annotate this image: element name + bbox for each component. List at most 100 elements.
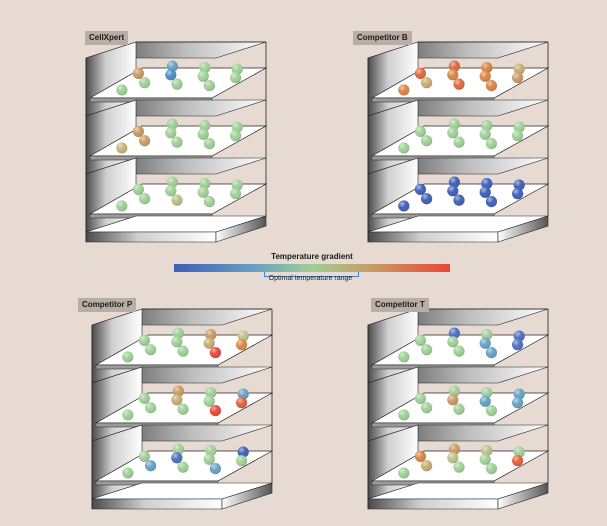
sample-dot: [421, 135, 433, 147]
sample-dot: [447, 127, 459, 139]
sample-dot: [414, 450, 426, 462]
sample-dot: [236, 397, 248, 409]
sample-dot: [479, 453, 491, 465]
sample-dot: [172, 443, 184, 455]
sample-dot: [205, 387, 217, 399]
sample-dot: [145, 402, 157, 414]
sample-dot: [166, 118, 178, 130]
sample-dot: [197, 128, 209, 140]
sample-dot: [447, 69, 459, 81]
sample-dot: [171, 336, 183, 348]
sample-dot: [132, 125, 144, 137]
sample-dot: [116, 84, 128, 96]
sample-dot: [481, 387, 493, 399]
sample-dot: [231, 63, 243, 75]
sample-dot: [203, 453, 215, 465]
sample-dot: [199, 62, 211, 74]
incubator-label-competitor-p: Competitor P: [78, 298, 137, 312]
sample-dot: [421, 460, 433, 472]
sample-dot: [447, 185, 459, 197]
optimal-range-label: Optimal temperature range: [268, 275, 353, 282]
sample-dot: [481, 120, 493, 132]
sample-dot: [171, 394, 183, 406]
sample-dot: [513, 330, 525, 342]
sample-dot: [231, 121, 243, 133]
sample-dot: [453, 136, 465, 148]
sample-dot: [485, 405, 497, 417]
sample-dot: [414, 67, 426, 79]
sample-dot: [197, 70, 209, 82]
sample-dot: [485, 80, 497, 92]
sample-dot: [203, 196, 215, 208]
cabinet-base-side: [215, 215, 267, 243]
incubator-cellxpert: [85, 41, 268, 243]
sample-dot: [481, 329, 493, 341]
sample-dot: [230, 188, 242, 200]
sample-dot: [414, 334, 426, 346]
sample-dot: [237, 330, 249, 342]
sample-dot: [453, 194, 465, 206]
cabinet-base-front: [367, 498, 499, 510]
sample-dot: [116, 200, 128, 212]
incubator-competitor-p: [91, 308, 274, 510]
incubator-competitor-b: [367, 41, 550, 243]
sample-dot: [448, 443, 460, 455]
sample-dot: [166, 60, 178, 72]
sample-dot: [513, 121, 525, 133]
sample-dot: [481, 445, 493, 457]
temperature-gradient-bar: [174, 264, 450, 272]
sample-dot: [177, 461, 189, 473]
sample-dot: [237, 446, 249, 458]
sample-dot: [139, 77, 151, 89]
sample-dot: [171, 452, 183, 464]
sample-dot: [448, 118, 460, 130]
sample-dot: [453, 461, 465, 473]
sample-dot: [139, 193, 151, 205]
sample-dot: [138, 334, 150, 346]
sample-dot: [122, 409, 134, 421]
sample-dot: [511, 455, 524, 467]
cabinet-base-side: [221, 482, 273, 510]
sample-dot: [479, 128, 491, 140]
incubator-label-cellxpert: CellXpert: [85, 31, 129, 45]
sample-dot: [203, 337, 215, 349]
sample-dot: [481, 178, 493, 190]
sample-dot: [177, 345, 189, 357]
sample-dot: [421, 402, 433, 414]
sample-dot: [421, 193, 433, 205]
sample-dot: [171, 78, 183, 90]
sample-dot: [511, 188, 524, 200]
sample-dot: [171, 136, 183, 148]
sample-dot: [236, 339, 248, 351]
sample-dot: [448, 176, 460, 188]
cabinet-base-front: [367, 231, 499, 243]
sample-dot: [138, 450, 150, 462]
sample-dot: [209, 405, 221, 417]
sample-dot: [116, 142, 128, 154]
temperature-gradient-title: Temperature gradient: [271, 252, 353, 261]
sample-dot: [453, 345, 465, 357]
sample-dot: [485, 138, 497, 150]
sample-dot: [479, 186, 491, 198]
sample-dot: [447, 452, 459, 464]
cabinet-base-side: [497, 215, 549, 243]
sample-dot: [485, 196, 497, 208]
sample-dot: [209, 463, 221, 475]
sample-dot: [421, 77, 433, 89]
sample-dot: [231, 179, 243, 191]
sample-dot: [236, 455, 248, 467]
sample-dot: [447, 336, 459, 348]
sample-dot: [414, 392, 426, 404]
sample-dot: [205, 329, 217, 341]
sample-dot: [511, 339, 524, 351]
sample-dot: [447, 394, 459, 406]
incubator-label-competitor-b: Competitor B: [353, 31, 412, 45]
sample-dot: [237, 388, 249, 400]
sample-dot: [122, 467, 134, 479]
sample-dot: [230, 130, 242, 142]
sample-dot: [203, 395, 215, 407]
sample-dot: [511, 72, 524, 84]
sample-dot: [165, 185, 177, 197]
sample-dot: [448, 60, 460, 72]
sample-dot: [205, 445, 217, 457]
